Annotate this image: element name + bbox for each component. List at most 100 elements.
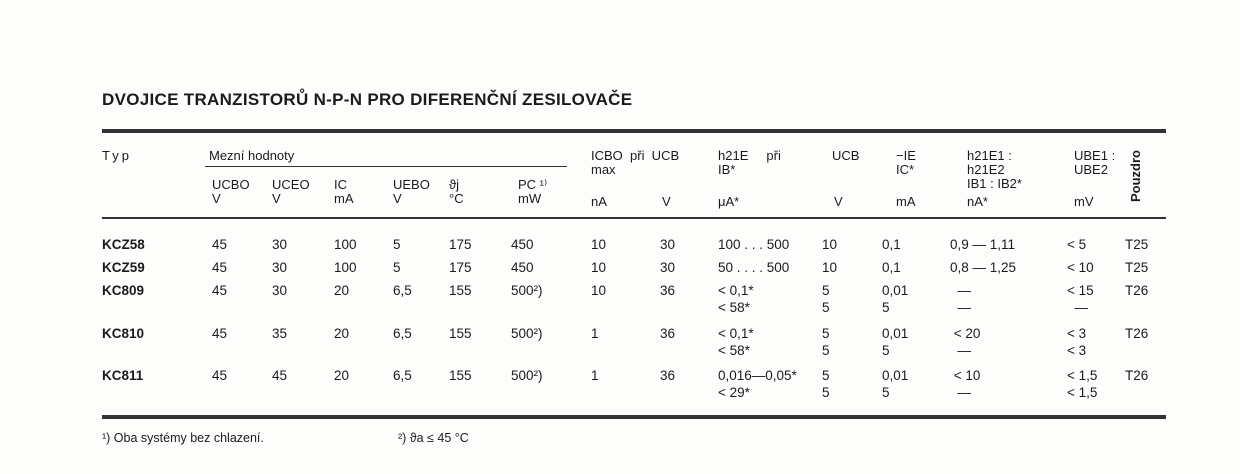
- cell-ucbo: 45: [212, 283, 228, 298]
- cell-pc: 500²): [511, 326, 543, 341]
- cell-ucb: 36: [660, 326, 676, 341]
- cell-ucb2: 10: [822, 237, 838, 252]
- cell-uceo: 35: [272, 326, 288, 341]
- header-uceo: UCEO V: [272, 177, 310, 206]
- group-rule: [205, 166, 567, 167]
- cell-ucb: 36: [660, 368, 676, 383]
- cell-tj: 155: [449, 283, 472, 298]
- cell-pc: 500²): [511, 283, 543, 298]
- cell-typ: KCZ58: [102, 237, 145, 252]
- cell-h21e: < 0,1* < 58*: [718, 283, 754, 315]
- cell-uebo: 5: [393, 260, 401, 275]
- cell-pouzdro: T26: [1125, 368, 1149, 383]
- header-pouzdro: Pouzdro: [1128, 150, 1143, 202]
- cell-uceo: 30: [272, 283, 288, 298]
- cell-ie: 0,1: [882, 237, 901, 252]
- header-ucb-unit: V: [662, 194, 671, 209]
- cell-ie: 0,01 5: [882, 326, 909, 358]
- footnote-2: ²) ϑa ≤ 45 °C: [398, 431, 469, 445]
- header-h21e: h21E při IB*: [718, 148, 781, 177]
- header-ratio-unit: nA*: [967, 194, 988, 209]
- bottom-rule: [102, 415, 1166, 419]
- cell-ube: < 1,5 < 1,5: [1067, 368, 1098, 400]
- header-icbo: ICBO při UCB max: [591, 148, 680, 177]
- header-uebo: UEBO V: [393, 177, 430, 206]
- cell-uebo: 6,5: [393, 368, 412, 383]
- cell-pouzdro: T25: [1125, 260, 1149, 275]
- header-mezni-hodnoty: Mezní hodnoty: [209, 148, 295, 163]
- header-ic: IC mA: [334, 177, 354, 206]
- cell-ratio: — —: [957, 283, 972, 315]
- cell-ie: 0,1: [882, 260, 901, 275]
- cell-pouzdro: T25: [1125, 237, 1149, 252]
- cell-ucb: 30: [660, 260, 676, 275]
- cell-typ: KC811: [102, 368, 144, 383]
- cell-pouzdro: T26: [1125, 326, 1149, 341]
- cell-tj: 175: [449, 237, 472, 252]
- cell-typ: KC809: [102, 283, 145, 298]
- cell-ucbo: 45: [212, 368, 228, 383]
- cell-ic: 100: [334, 237, 357, 252]
- header-ucbo: UCBO V: [212, 177, 250, 206]
- cell-uebo: 6,5: [393, 283, 412, 298]
- cell-ie: 0,01 5: [882, 283, 909, 315]
- header-h21e-unit: μA*: [718, 194, 740, 209]
- cell-ucb2: 5 5: [822, 283, 830, 315]
- cell-typ: KCZ59: [102, 260, 145, 275]
- cell-ic: 20: [334, 368, 350, 383]
- cell-uceo: 30: [272, 237, 288, 252]
- cell-tj: 155: [449, 368, 472, 383]
- header-rule: [102, 217, 1166, 219]
- cell-pouzdro: T26: [1125, 283, 1149, 298]
- cell-h21e: 50 . . . . 500: [718, 260, 790, 275]
- cell-tj: 155: [449, 326, 472, 341]
- cell-icbo: 1: [591, 326, 599, 341]
- cell-ube: < 15 —: [1067, 283, 1094, 315]
- cell-h21e: < 0,1* < 58*: [718, 326, 754, 358]
- cell-ube: < 3 < 3: [1067, 326, 1087, 358]
- top-rule: [102, 129, 1166, 133]
- cell-icbo: 10: [591, 283, 607, 298]
- cell-ucb: 30: [660, 237, 676, 252]
- cell-h21e: 100 . . . 500: [718, 237, 790, 252]
- cell-ube: < 10: [1067, 260, 1094, 275]
- cell-ic: 20: [334, 283, 350, 298]
- cell-ucb2: 5 5: [822, 326, 830, 358]
- cell-tj: 175: [449, 260, 472, 275]
- cell-uceo: 30: [272, 260, 288, 275]
- cell-ratio: 0,9 — 1,11: [950, 237, 1016, 252]
- header-ucb2-unit: V: [834, 194, 843, 209]
- header-ie: −IE IC*: [896, 148, 916, 177]
- cell-pc: 500²): [511, 368, 543, 383]
- cell-ic: 20: [334, 326, 350, 341]
- header-ube: UBE1 : UBE2: [1074, 148, 1116, 177]
- header-ratio: h21E1 : h21E2 IB1 : IB2*: [967, 148, 1022, 191]
- cell-ratio: 0,8 — 1,25: [950, 260, 1017, 275]
- cell-uebo: 6,5: [393, 326, 412, 341]
- cell-pc: 450: [511, 260, 534, 275]
- cell-typ: KC810: [102, 326, 145, 341]
- cell-ratio: < 10 —: [953, 368, 981, 400]
- cell-icbo: 10: [591, 260, 607, 275]
- cell-ucbo: 45: [212, 237, 228, 252]
- cell-ratio: < 20 —: [953, 326, 981, 358]
- header-pc: PC ¹⁾ mW: [518, 177, 548, 206]
- cell-ie: 0,01 5: [882, 368, 909, 400]
- cell-ucb2: 10: [822, 260, 838, 275]
- header-ube-unit: mV: [1074, 194, 1094, 209]
- header-icbo-unit: nA: [591, 194, 607, 209]
- header-tj: ϑj °C: [449, 177, 464, 206]
- cell-ucb: 36: [660, 283, 676, 298]
- header-ie-unit: mA: [896, 194, 916, 209]
- header-ucb2: UCB: [832, 148, 860, 163]
- cell-ic: 100: [334, 260, 357, 275]
- cell-ucbo: 45: [212, 326, 228, 341]
- footnote-1: ¹) Oba systémy bez chlazení.: [102, 431, 264, 445]
- cell-ube: < 5: [1067, 237, 1087, 252]
- cell-pc: 450: [511, 237, 534, 252]
- cell-ucbo: 45: [212, 260, 228, 275]
- cell-uceo: 45: [272, 368, 288, 383]
- cell-h21e: 0,016—0,05* < 29*: [718, 368, 797, 400]
- header-typ: Typ: [102, 148, 132, 163]
